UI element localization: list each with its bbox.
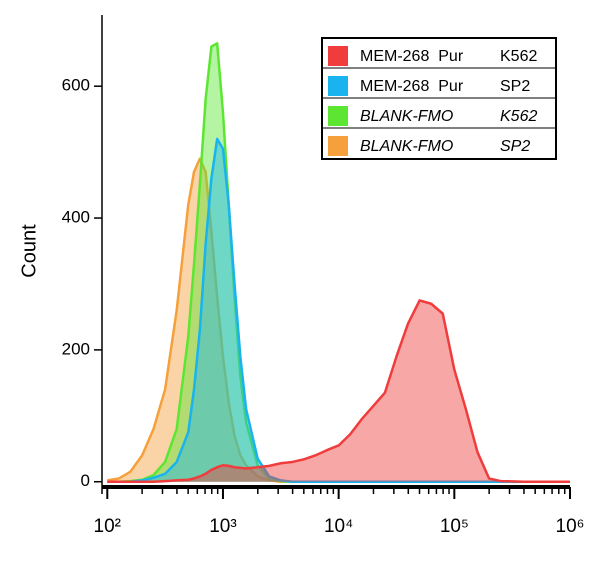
x-tick-label: 10⁵ xyxy=(440,516,469,537)
y-tick-label: 200 xyxy=(62,339,90,358)
legend-label: MEM-268 Pur xyxy=(360,48,464,65)
legend-cell-line: K562 xyxy=(500,108,537,125)
legend-label: BLANK-FMO xyxy=(360,138,453,155)
area xyxy=(107,138,570,482)
area xyxy=(107,300,570,482)
x-tick-label: 10² xyxy=(94,516,121,537)
x-tick-label: 10⁶ xyxy=(556,516,585,537)
legend-swatch xyxy=(328,76,348,96)
legend-swatch xyxy=(328,136,348,156)
legend-cell-line: K562 xyxy=(500,48,537,65)
area xyxy=(107,158,570,482)
x-tick-label: 10³ xyxy=(209,516,236,537)
legend-cell-line: SP2 xyxy=(500,78,530,95)
y-axis-label: Count xyxy=(18,224,40,278)
y-tick-label: 0 xyxy=(81,471,90,490)
legend-label: BLANK-FMO xyxy=(360,108,453,125)
y-tick-label: 600 xyxy=(62,76,90,95)
x-tick-label: 10⁴ xyxy=(324,516,353,537)
legend-cell-line: SP2 xyxy=(500,138,530,155)
legend-label: MEM-268 Pur xyxy=(360,78,464,95)
legend-swatch xyxy=(328,46,348,66)
line xyxy=(107,137,570,483)
line xyxy=(107,299,570,483)
y-tick-label: 400 xyxy=(62,208,90,227)
legend-swatch xyxy=(328,106,348,126)
